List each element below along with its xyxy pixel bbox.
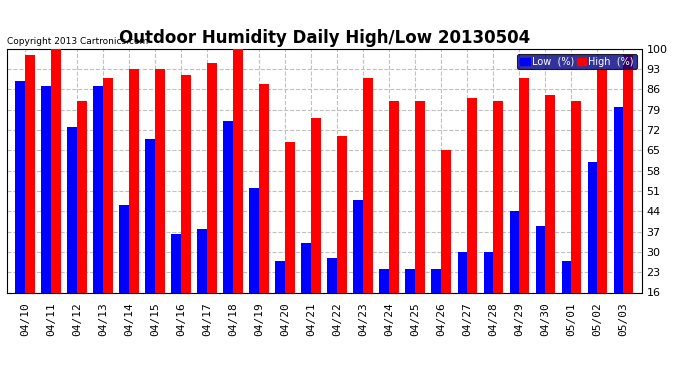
Bar [535, 226, 545, 292]
Bar [146, 139, 155, 292]
Bar [588, 162, 598, 292]
Bar [181, 75, 191, 292]
Bar [311, 118, 321, 292]
Bar [77, 101, 87, 292]
Bar [197, 229, 207, 292]
Bar [613, 107, 624, 292]
Text: Copyright 2013 Cartronics.com: Copyright 2013 Cartronics.com [7, 38, 148, 46]
Bar [457, 252, 467, 292]
Bar [353, 200, 364, 292]
Bar [571, 101, 582, 292]
Bar [285, 142, 295, 292]
Bar [275, 261, 285, 292]
Bar [233, 49, 243, 292]
Bar [15, 81, 25, 292]
Bar [207, 63, 217, 292]
Bar [364, 78, 373, 292]
Bar [67, 127, 77, 292]
Bar [467, 98, 477, 292]
Legend: Low  (%), High  (%): Low (%), High (%) [517, 54, 637, 69]
Bar [493, 101, 503, 292]
Bar [25, 54, 35, 292]
Bar [442, 150, 451, 292]
Bar [104, 78, 113, 292]
Bar [380, 269, 389, 292]
Bar [302, 243, 311, 292]
Bar [337, 136, 347, 292]
Bar [406, 269, 415, 292]
Bar [249, 188, 259, 292]
Bar [51, 49, 61, 292]
Bar [520, 78, 529, 292]
Bar [509, 211, 520, 292]
Bar [431, 269, 442, 292]
Bar [484, 252, 493, 292]
Bar [545, 95, 555, 292]
Bar [119, 206, 129, 292]
Bar [598, 69, 607, 292]
Bar [171, 234, 181, 292]
Bar [155, 69, 165, 292]
Bar [129, 69, 139, 292]
Bar [93, 87, 104, 292]
Bar [415, 101, 425, 292]
Title: Outdoor Humidity Daily High/Low 20130504: Outdoor Humidity Daily High/Low 20130504 [119, 29, 530, 47]
Bar [624, 54, 633, 292]
Bar [389, 101, 400, 292]
Bar [328, 258, 337, 292]
Bar [41, 87, 51, 292]
Bar [224, 121, 233, 292]
Bar [562, 261, 571, 292]
Bar [259, 84, 269, 292]
